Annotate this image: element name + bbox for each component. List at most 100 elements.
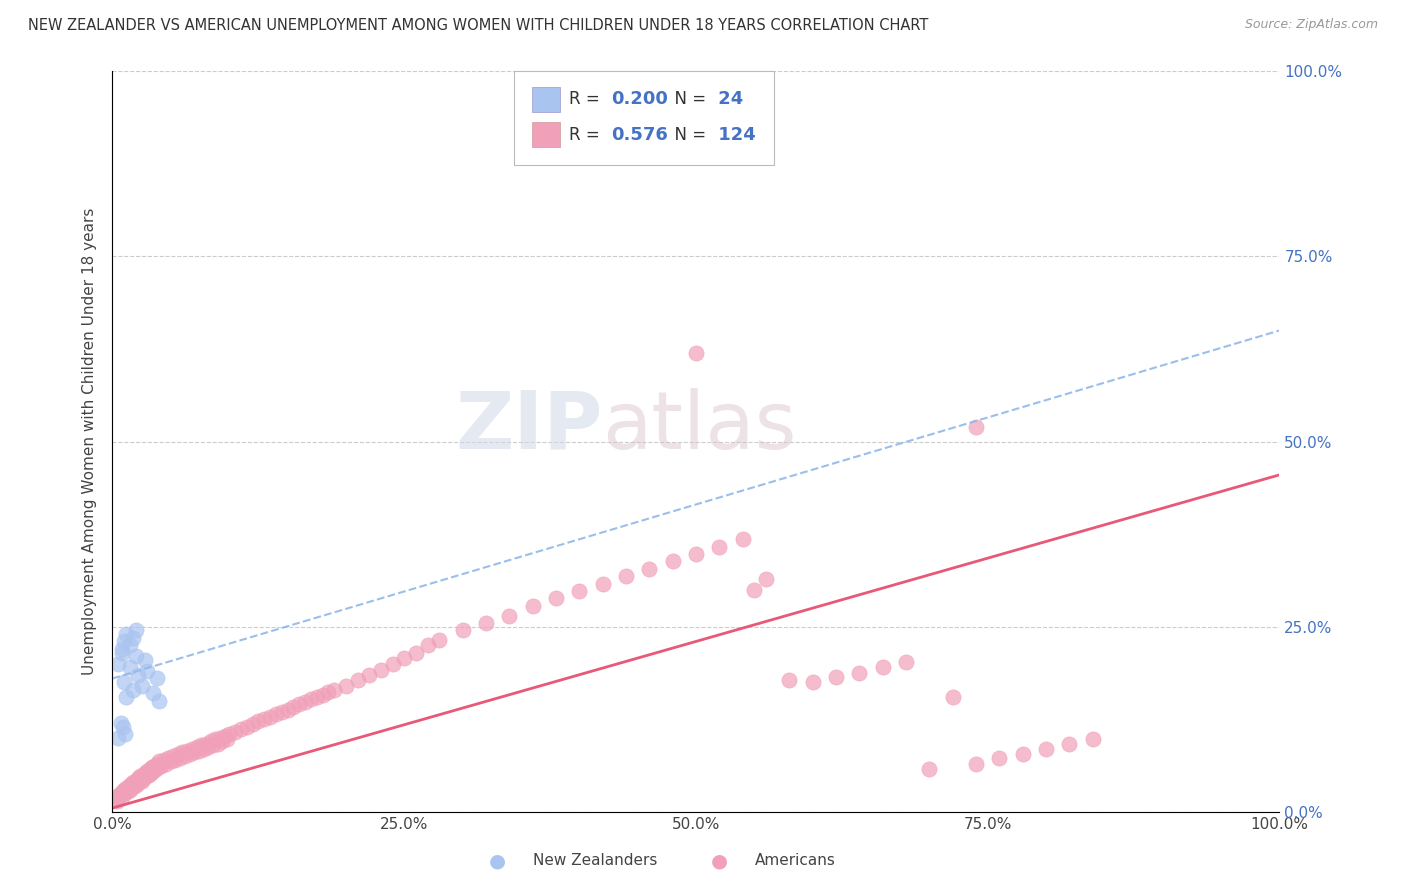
Point — [112, 634, 135, 648]
Text: 124: 124 — [713, 126, 756, 144]
Point — [214, 729, 236, 743]
Point — [120, 776, 142, 790]
Point — [305, 690, 328, 704]
Point — [132, 767, 155, 781]
Point — [283, 699, 305, 714]
Point — [146, 760, 169, 774]
Point — [311, 688, 333, 702]
Point — [872, 660, 894, 674]
Point — [207, 737, 229, 751]
Point — [709, 540, 731, 554]
Point — [183, 746, 205, 760]
Point — [294, 695, 316, 709]
Point — [427, 632, 450, 647]
Text: N =: N = — [665, 90, 706, 108]
Point — [111, 646, 134, 660]
Text: R =: R = — [569, 90, 605, 108]
Point — [112, 782, 135, 797]
Text: R =: R = — [569, 126, 605, 144]
Point — [894, 655, 917, 669]
Point — [498, 608, 520, 623]
Point — [125, 776, 148, 790]
Point — [1081, 732, 1104, 747]
Point — [224, 724, 246, 739]
Point — [1011, 747, 1033, 761]
Point — [253, 712, 276, 726]
Point — [180, 741, 202, 756]
Point — [107, 657, 129, 671]
Point — [201, 738, 224, 752]
Point — [111, 641, 134, 656]
Point — [107, 731, 129, 745]
Point — [131, 773, 153, 788]
Point — [118, 638, 141, 652]
Point — [276, 702, 298, 716]
Point — [965, 419, 987, 434]
Point — [142, 686, 165, 700]
Point — [127, 667, 149, 681]
Point — [848, 665, 870, 680]
Point — [125, 773, 148, 788]
Point — [318, 685, 340, 699]
Text: ZIP: ZIP — [456, 388, 603, 466]
Point — [229, 722, 252, 736]
Point — [146, 672, 169, 686]
Point — [200, 734, 222, 748]
Point — [125, 649, 148, 664]
Point — [370, 663, 392, 677]
Point — [264, 706, 287, 721]
Point — [142, 764, 165, 778]
Point — [208, 731, 231, 745]
Point — [136, 664, 159, 678]
Text: ●: ● — [489, 851, 506, 871]
Point — [124, 779, 146, 793]
Point — [416, 638, 439, 652]
Point — [145, 762, 167, 776]
Point — [169, 751, 191, 765]
Point — [270, 705, 292, 719]
Point — [187, 744, 209, 758]
Point — [148, 694, 170, 708]
Point — [204, 732, 226, 747]
Point — [235, 720, 257, 734]
Point — [247, 714, 270, 729]
Point — [153, 753, 176, 767]
Point — [381, 657, 404, 671]
Point — [193, 741, 215, 756]
Text: 0.200: 0.200 — [612, 90, 668, 108]
Point — [965, 756, 987, 771]
Point — [614, 569, 637, 583]
Point — [918, 762, 941, 776]
Point — [162, 749, 184, 764]
Y-axis label: Unemployment Among Women with Children Under 18 years: Unemployment Among Women with Children U… — [82, 208, 97, 675]
Point — [127, 772, 149, 786]
Point — [544, 591, 567, 606]
Point — [394, 650, 416, 665]
Point — [143, 759, 166, 773]
Point — [112, 675, 135, 690]
Point — [139, 762, 162, 776]
Point — [299, 692, 322, 706]
Point — [242, 717, 264, 731]
Point — [129, 769, 152, 783]
Point — [218, 727, 240, 741]
Point — [1059, 737, 1081, 751]
Point — [451, 624, 474, 638]
Text: New Zealanders: New Zealanders — [533, 854, 657, 868]
Point — [148, 755, 170, 769]
Text: NEW ZEALANDER VS AMERICAN UNEMPLOYMENT AMONG WOMEN WITH CHILDREN UNDER 18 YEARS : NEW ZEALANDER VS AMERICAN UNEMPLOYMENT A… — [28, 18, 928, 33]
Point — [111, 720, 134, 734]
Point — [118, 660, 141, 674]
Text: N =: N = — [665, 126, 706, 144]
Point — [115, 690, 138, 704]
Point — [661, 554, 683, 568]
Point — [157, 751, 180, 765]
Point — [988, 751, 1011, 765]
Text: ●: ● — [711, 851, 728, 871]
Point — [110, 715, 132, 730]
Point — [685, 345, 707, 359]
Point — [592, 576, 614, 591]
Point — [160, 755, 183, 769]
Point — [288, 698, 311, 712]
Point — [122, 682, 145, 697]
